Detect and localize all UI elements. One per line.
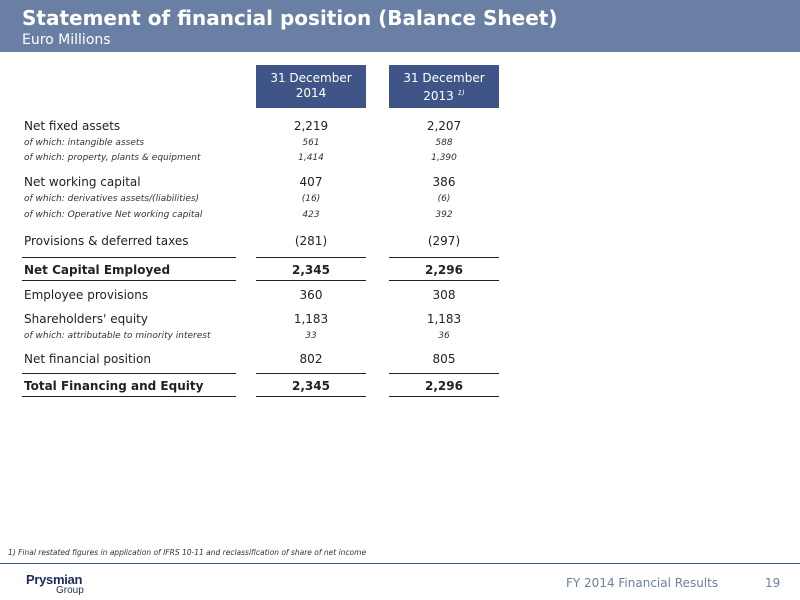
column-header-line2: 2013 (423, 89, 454, 103)
value-2014: 33 (305, 331, 317, 341)
page-subtitle: Euro Millions (22, 32, 111, 48)
table-row: Provisions & deferred taxes (281) (297) (0, 234, 800, 250)
divider (256, 257, 366, 258)
footnote: 1) Final restated figures in application… (8, 548, 367, 557)
page-title: Statement of financial position (Balance… (22, 6, 558, 30)
column-header-2013: 31 December 2013 1) (389, 65, 499, 108)
row-label: Net financial position (24, 352, 151, 366)
value-2013: 588 (435, 138, 453, 148)
divider (389, 257, 499, 258)
table-row: of which: derivatives assets/(liabilitie… (0, 194, 800, 210)
table-row: of which: intangible assets 561 588 (0, 138, 800, 154)
table-row: Net fixed assets 2,219 2,207 (0, 119, 800, 135)
footer-divider (0, 563, 800, 564)
value-2014: 802 (299, 352, 323, 366)
column-footnote-marker: 1) (457, 89, 465, 97)
company-logo: Prysmian Group (26, 572, 96, 598)
divider (389, 373, 499, 374)
value-2014: 423 (302, 210, 320, 220)
value-2014: 561 (302, 138, 320, 148)
column-header-line2-wrap: 2013 1) (389, 86, 499, 104)
table-row: Employee provisions 360 308 (0, 288, 800, 304)
value-2013: 36 (438, 331, 450, 341)
row-label: Net fixed assets (24, 119, 121, 133)
divider (389, 396, 499, 397)
divider (256, 373, 366, 374)
value-2014: (281) (294, 234, 328, 248)
logo-subline: Group (56, 585, 84, 596)
row-label: Net Capital Employed (24, 263, 171, 277)
value-2013: 1,183 (426, 312, 462, 326)
value-2013: 2,296 (425, 263, 463, 277)
value-2013: (297) (427, 234, 461, 248)
table-row: of which: Operative Net working capital … (0, 210, 800, 226)
row-label: Employee provisions (24, 288, 149, 302)
value-2014: 1,414 (298, 153, 324, 163)
row-label: of which: Operative Net working capital (24, 210, 203, 220)
row-label: of which: derivatives assets/(liabilitie… (24, 194, 200, 204)
column-header-line1: 31 December (270, 71, 352, 85)
divider (256, 396, 366, 397)
row-label: Provisions & deferred taxes (24, 234, 189, 248)
value-2013: 308 (432, 288, 456, 302)
value-2013: (6) (437, 194, 451, 204)
table-row: Net financial position 802 805 (0, 352, 800, 368)
logo-wordmark: Prysmian (26, 572, 83, 587)
value-2014: 1,183 (293, 312, 329, 326)
row-label: Total Financing and Equity (24, 379, 204, 393)
value-2014: 2,345 (292, 379, 330, 393)
title-bar: Statement of financial position (Balance… (0, 0, 800, 52)
divider (22, 396, 236, 397)
divider (22, 280, 236, 281)
value-2013: 2,207 (426, 119, 462, 133)
column-header-line2: 2014 (295, 86, 327, 100)
row-label: of which: property, plants & equipment (24, 153, 201, 163)
value-2014: (16) (301, 194, 321, 204)
row-label: of which: attributable to minority inter… (24, 331, 211, 341)
value-2013: 2,296 (425, 379, 463, 393)
divider (389, 280, 499, 281)
value-2013: 386 (432, 175, 456, 189)
table-row: Shareholders' equity 1,183 1,183 (0, 312, 800, 328)
value-2014: 360 (299, 288, 323, 302)
column-header-2014: 31 December 2014 (256, 65, 366, 108)
page-number: 19 (765, 576, 781, 590)
column-header-line1: 31 December (403, 71, 485, 85)
divider (22, 373, 236, 374)
row-label: of which: intangible assets (24, 138, 145, 148)
value-2013: 392 (435, 210, 453, 220)
row-label: Shareholders' equity (24, 312, 148, 326)
value-2014: 2,345 (292, 263, 330, 277)
row-label: Net working capital (24, 175, 141, 189)
value-2014: 407 (299, 175, 323, 189)
value-2013: 805 (432, 352, 456, 366)
divider (256, 280, 366, 281)
table-row-total: Total Financing and Equity 2,345 2,296 (0, 379, 800, 395)
table-row: Net working capital 407 386 (0, 175, 800, 191)
table-row: of which: property, plants & equipment 1… (0, 153, 800, 169)
footer-caption: FY 2014 Financial Results (566, 576, 719, 590)
value-2013: 1,390 (431, 153, 457, 163)
table-row-total: Net Capital Employed 2,345 2,296 (0, 263, 800, 279)
value-2014: 2,219 (293, 119, 329, 133)
table-row: of which: attributable to minority inter… (0, 331, 800, 347)
divider (22, 257, 236, 258)
